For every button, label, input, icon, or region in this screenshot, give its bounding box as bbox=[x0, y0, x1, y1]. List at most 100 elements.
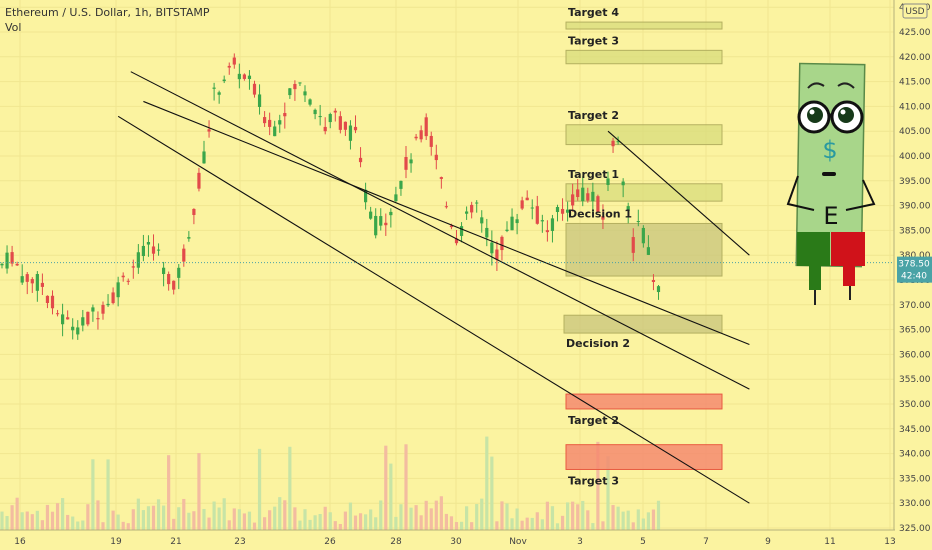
volume-bar bbox=[540, 519, 544, 530]
y-tick-label: 365.00 bbox=[899, 326, 931, 336]
volume-bar bbox=[641, 518, 645, 530]
volume-bar bbox=[86, 504, 90, 530]
svg-text:USD: USD bbox=[905, 7, 924, 17]
candle-body bbox=[131, 266, 135, 268]
volume-bar bbox=[167, 455, 171, 530]
x-tick-label: 26 bbox=[324, 537, 336, 547]
current-price-value: 378.50 bbox=[898, 260, 930, 270]
volume-bar bbox=[611, 505, 615, 530]
volume-bar bbox=[278, 497, 282, 530]
volume-bar bbox=[212, 501, 216, 530]
volume-bar bbox=[333, 521, 337, 530]
y-tick-label: 410.00 bbox=[899, 102, 931, 112]
y-tick-label: 420.00 bbox=[899, 53, 931, 63]
x-tick-label: 19 bbox=[110, 537, 122, 547]
volume-label[interactable]: Vol bbox=[5, 21, 21, 34]
candle-body bbox=[91, 307, 95, 312]
candle-body bbox=[45, 295, 50, 304]
volume-bar bbox=[480, 498, 484, 530]
candle-body bbox=[263, 117, 267, 124]
volume-bar bbox=[596, 441, 600, 530]
candle-body bbox=[126, 280, 130, 282]
zone-label: Target 3 bbox=[568, 34, 619, 47]
candle-body bbox=[162, 267, 166, 275]
volume-bar bbox=[162, 505, 166, 530]
candle-body bbox=[106, 303, 110, 306]
volume-bar bbox=[61, 498, 65, 530]
volume-bar bbox=[358, 513, 363, 530]
candle-body bbox=[520, 200, 524, 209]
volume-bar bbox=[364, 514, 368, 530]
candle-body bbox=[525, 197, 529, 201]
candle-body bbox=[121, 275, 125, 278]
volume-bar bbox=[227, 520, 231, 530]
volume-bar bbox=[338, 523, 342, 530]
volume-bar bbox=[419, 515, 423, 530]
volume-bar bbox=[237, 509, 241, 530]
candle-body bbox=[384, 222, 388, 226]
candle-body bbox=[404, 157, 408, 170]
candle-body bbox=[61, 314, 65, 325]
candle-body bbox=[273, 126, 277, 137]
volume-bar bbox=[182, 498, 186, 530]
volume-bar bbox=[81, 520, 85, 530]
candle-body bbox=[651, 280, 656, 283]
candle-body bbox=[76, 327, 80, 335]
candle-body bbox=[303, 91, 307, 96]
candle-body bbox=[333, 110, 337, 113]
volume-bar bbox=[313, 515, 317, 530]
volume-bar bbox=[40, 520, 44, 530]
volume-bar bbox=[217, 507, 221, 530]
volume-bar bbox=[50, 511, 55, 530]
volume-bar bbox=[495, 521, 499, 530]
volume-bar bbox=[177, 507, 181, 530]
candle-body bbox=[414, 136, 418, 139]
volume-bar bbox=[151, 505, 156, 530]
currency-badge[interactable]: USD bbox=[902, 3, 928, 19]
zone-box bbox=[565, 21, 723, 30]
candle-body bbox=[202, 151, 206, 164]
candle-body bbox=[641, 227, 645, 244]
volume-bar bbox=[566, 502, 570, 530]
volume-bar bbox=[454, 522, 459, 530]
candle-body bbox=[197, 172, 201, 189]
candle-body bbox=[268, 119, 272, 127]
volume-bar bbox=[126, 523, 130, 530]
volume-bar bbox=[374, 517, 378, 530]
svg-text:$: $ bbox=[822, 136, 837, 164]
y-tick-label: 390.00 bbox=[899, 202, 931, 212]
volume-bar bbox=[232, 508, 236, 530]
candle-body bbox=[343, 121, 347, 130]
volume-bar bbox=[555, 523, 560, 530]
volume-bar bbox=[187, 512, 191, 530]
trend-line bbox=[143, 100, 750, 345]
candle-body bbox=[439, 177, 443, 179]
candle-body bbox=[71, 326, 75, 331]
candle-body bbox=[358, 157, 363, 163]
zone-labels: Target 4 Target 3 Target 2 Target 1 Decision… bbox=[566, 6, 632, 487]
volume-bar bbox=[535, 512, 539, 530]
candle-body bbox=[288, 88, 292, 96]
candle-body bbox=[252, 83, 257, 95]
candle-body bbox=[576, 189, 580, 198]
volume-bar bbox=[25, 511, 29, 530]
candle-body bbox=[540, 220, 544, 222]
candle-body bbox=[621, 181, 625, 186]
zone-box bbox=[565, 393, 723, 410]
volume-bar bbox=[394, 516, 398, 530]
candle-body bbox=[399, 180, 403, 189]
candle-body bbox=[10, 252, 14, 264]
volume-bar bbox=[252, 522, 257, 530]
volume-bar bbox=[646, 512, 650, 530]
volume-bar bbox=[101, 522, 105, 530]
volume-bar bbox=[636, 509, 640, 530]
volume-bar bbox=[353, 515, 358, 530]
candle-body bbox=[177, 267, 181, 278]
volume-bar bbox=[192, 511, 196, 530]
candle-body bbox=[490, 242, 494, 254]
volume-bar bbox=[111, 510, 115, 530]
candle-body bbox=[601, 216, 605, 220]
volume-bar bbox=[545, 501, 549, 530]
candle-body bbox=[606, 178, 610, 185]
